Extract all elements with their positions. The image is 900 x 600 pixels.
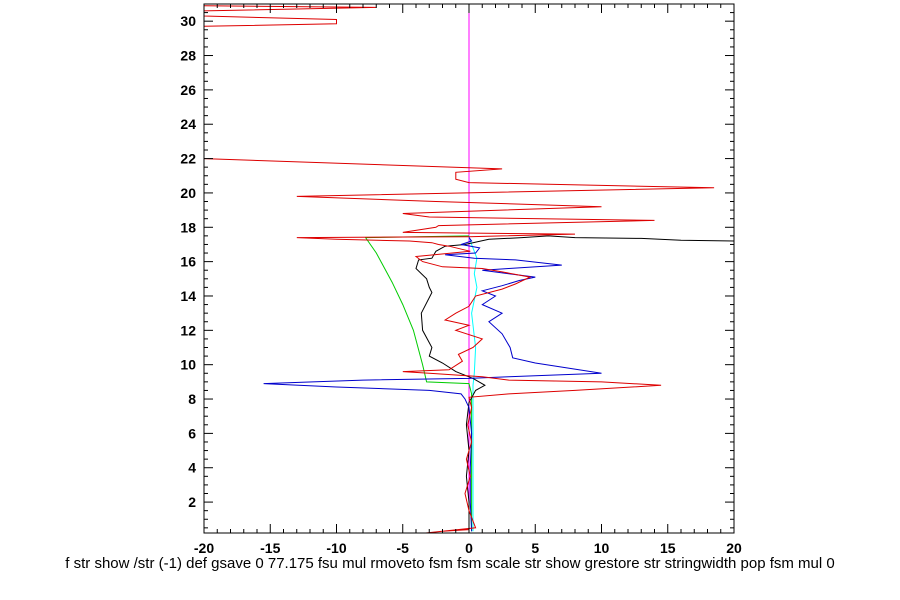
y-tick-label: 30 bbox=[180, 13, 196, 29]
y-tick-label: 22 bbox=[180, 151, 196, 167]
y-tick-label: 28 bbox=[180, 48, 196, 64]
y-tick-label: 10 bbox=[180, 357, 196, 373]
series-line-3 bbox=[364, 235, 473, 532]
y-tick-label: 26 bbox=[180, 82, 196, 98]
y-tick-label: 18 bbox=[180, 219, 196, 235]
y-tick-label: 4 bbox=[188, 460, 196, 476]
x-tick-label: 10 bbox=[594, 540, 610, 556]
series-line-5 bbox=[263, 237, 602, 532]
y-tick-label: 8 bbox=[188, 391, 196, 407]
x-tick-label: -5 bbox=[397, 540, 410, 556]
y-tick-label: 12 bbox=[180, 322, 196, 338]
x-tick-label: 15 bbox=[660, 540, 676, 556]
y-tick-label: 6 bbox=[188, 425, 196, 441]
series-layer bbox=[204, 4, 734, 533]
y-tick-label: 14 bbox=[180, 288, 196, 304]
x-axis-label: f str show /str (-1) def gsave 0 77.175 … bbox=[65, 555, 834, 572]
x-tick-label: 5 bbox=[531, 540, 539, 556]
x-tick-label: -15 bbox=[260, 540, 280, 556]
series-line-6 bbox=[204, 5, 715, 533]
y-tick-label: 2 bbox=[188, 494, 196, 510]
y-tick-label: 16 bbox=[180, 254, 196, 270]
y-tick-label: 24 bbox=[180, 116, 196, 132]
tick-layer: -20 -15 -10 -5 0 5 10 15 20246810121416182022242… bbox=[180, 4, 742, 556]
series-line-4 bbox=[415, 235, 734, 528]
x-tick-label: 20 bbox=[726, 540, 742, 556]
x-tick-label: -20 bbox=[194, 540, 214, 556]
x-tick-label: -10 bbox=[326, 540, 346, 556]
y-tick-label: 20 bbox=[180, 185, 196, 201]
x-tick-label: 0 bbox=[465, 540, 473, 556]
